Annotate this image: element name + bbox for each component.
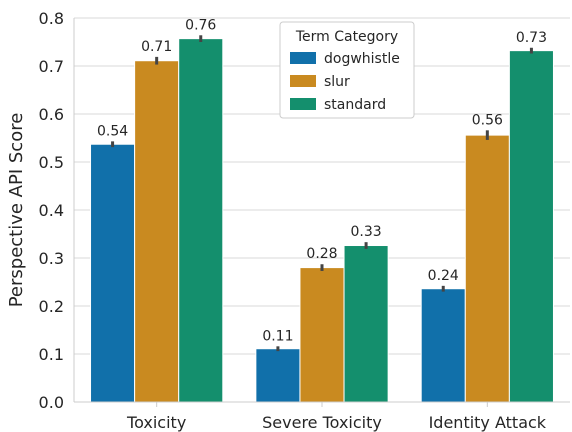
bar: [343, 245, 389, 403]
y-tick-label: 0.5: [39, 153, 64, 172]
y-tick-label: 0.2: [39, 297, 64, 316]
bar: [255, 348, 301, 403]
x-tick-label: Severe Toxicity: [262, 413, 382, 432]
bar: [420, 288, 466, 403]
legend-label: slur: [324, 74, 350, 90]
x-tick-label: Identity Attack: [429, 413, 547, 432]
bar: [508, 50, 554, 403]
bars: 0.54 0.71 0.76 0.11 0.28 0.33 0.24 0.56 0.73: [90, 17, 554, 403]
legend-swatch: [290, 52, 316, 64]
y-tick-label: 0.3: [39, 249, 64, 268]
y-tick-label: 0.7: [39, 57, 64, 76]
bar-value-label: 0.71: [141, 39, 172, 55]
legend-label: standard: [324, 97, 386, 113]
y-axis-title: Perspective API Score: [6, 113, 27, 308]
bar: [134, 60, 180, 403]
y-tick-label: 0.4: [39, 201, 64, 220]
y-tick-label: 0.6: [39, 105, 64, 124]
y-tick-label: 0.1: [39, 345, 64, 364]
bar-value-label: 0.33: [351, 224, 382, 240]
bar: [90, 143, 136, 403]
bar-value-label: 0.56: [472, 112, 503, 128]
bar: [178, 38, 224, 403]
bar-value-label: 0.28: [306, 246, 337, 262]
legend-swatch: [290, 75, 316, 87]
legend: Term Category dogwhistle slur standard: [279, 21, 415, 119]
bar-value-label: 0.73: [516, 30, 547, 46]
legend-label: dogwhistle: [324, 51, 400, 67]
bar-value-label: 0.54: [97, 123, 128, 139]
bar: [464, 134, 510, 403]
legend-swatch: [290, 98, 316, 110]
legend-frame: [279, 21, 415, 119]
axes: 0.0 0.1 0.2 0.3 0.4 0.5 0.6 0.7 0.8 Toxicity Sever…: [39, 9, 570, 432]
bar-value-label: 0.24: [428, 268, 459, 284]
x-tick-label: Toxicity: [126, 413, 186, 432]
bar-value-label: 0.11: [262, 328, 293, 344]
y-tick-label: 0.0: [39, 393, 64, 412]
bar-value-label: 0.76: [185, 17, 216, 33]
bar: [299, 267, 345, 403]
legend-title: Term Category: [295, 29, 398, 45]
y-tick-label: 0.8: [39, 9, 64, 28]
